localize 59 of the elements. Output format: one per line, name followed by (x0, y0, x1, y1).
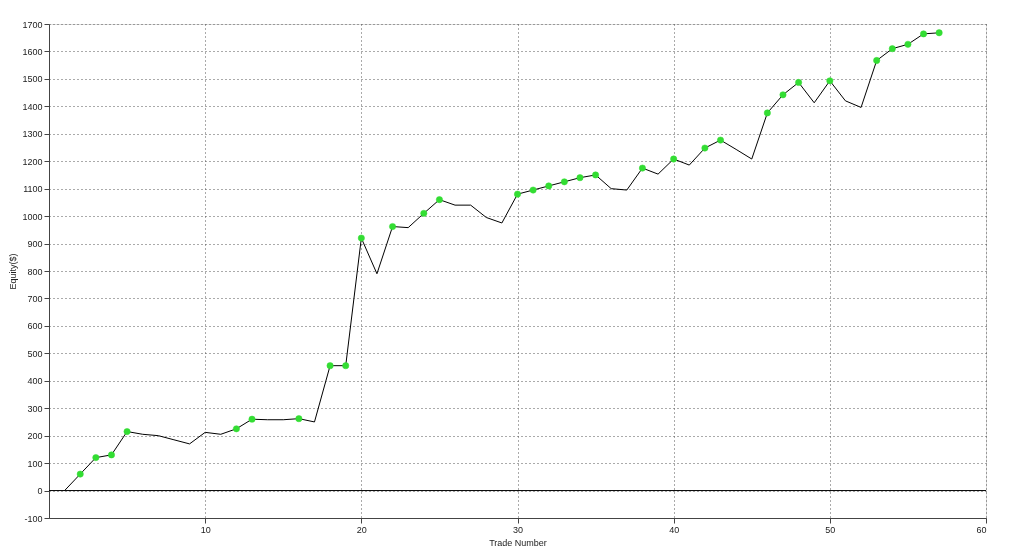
y-tick-label: 1300 (22, 129, 43, 140)
point (389, 223, 396, 230)
y-tick-label: 1500 (22, 74, 43, 85)
x-axis-title: Trade Number (489, 537, 547, 548)
y-tick-label: 600 (27, 321, 43, 332)
point (904, 40, 912, 48)
y-tick-label: 900 (27, 239, 43, 250)
point (888, 45, 896, 53)
y-tick-label: -100 (24, 513, 43, 524)
point (357, 234, 365, 242)
point (295, 415, 303, 423)
y-tick-label: 1100 (23, 184, 43, 195)
point (92, 454, 100, 462)
point (826, 77, 834, 85)
y-tick-label: 500 (27, 348, 43, 359)
point (420, 209, 428, 217)
x-tick-label: 40 (669, 524, 680, 535)
point (342, 362, 350, 370)
point (232, 425, 240, 433)
point (436, 196, 443, 204)
point (779, 91, 787, 99)
y-tick-label: 700 (27, 293, 43, 304)
y-axis-title: Equity($) (8, 253, 19, 290)
y-tick-label: 1700 (22, 19, 43, 30)
point (701, 144, 709, 152)
y-tick-label: 100 (27, 458, 43, 469)
point (576, 174, 584, 182)
x-tick-label: 60 (976, 524, 987, 535)
point (935, 29, 943, 37)
point (560, 178, 568, 186)
y-tick-label: 800 (27, 266, 43, 277)
y-tick-label: 0 (37, 486, 43, 497)
x-tick-label: 50 (825, 524, 836, 535)
point (123, 428, 131, 435)
point (545, 182, 553, 190)
point (920, 30, 927, 38)
point (514, 190, 521, 198)
point (592, 171, 599, 179)
y-tick-label: 300 (27, 403, 43, 414)
point (873, 57, 881, 64)
y-tick-label: 400 (27, 376, 43, 387)
y-tick-label: 1200 (22, 156, 43, 167)
point (639, 164, 646, 172)
x-tick-label: 20 (356, 524, 367, 535)
point (248, 415, 256, 423)
point (529, 186, 537, 194)
point (763, 109, 771, 117)
y-tick-label: 200 (27, 431, 43, 442)
x-tick-label: 30 (512, 524, 524, 535)
y-tick-label: 1400 (22, 101, 43, 112)
point (76, 470, 84, 478)
point (795, 79, 803, 86)
point (108, 451, 115, 459)
point (717, 136, 724, 144)
y-tick-label: 1600 (22, 46, 43, 57)
x-tick-label: 10 (200, 524, 211, 535)
point (326, 362, 334, 370)
y-tick-label: 1000 (22, 211, 43, 222)
point (670, 155, 678, 163)
